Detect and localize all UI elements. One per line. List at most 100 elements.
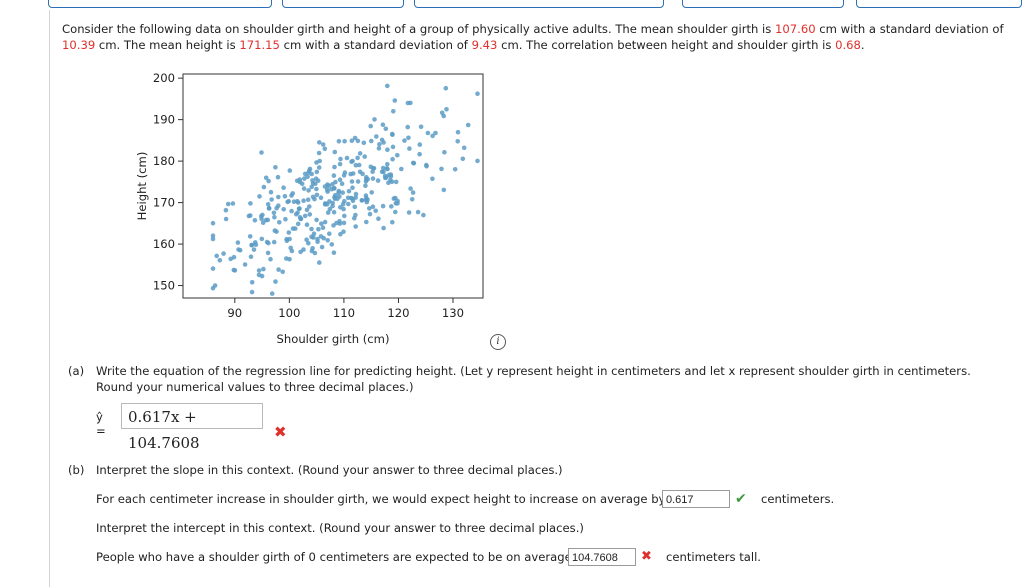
scatter-point — [295, 200, 301, 205]
scatter-point — [410, 190, 416, 195]
scatter-point — [223, 207, 229, 213]
scatter-point — [386, 180, 391, 186]
yhat-label: ŷ = — [96, 410, 106, 438]
scatter-point — [217, 258, 223, 263]
top-tab-5[interactable] — [856, 0, 1022, 8]
scatter-point — [259, 150, 264, 155]
scatter-point — [256, 268, 262, 273]
scatter-point — [465, 122, 471, 128]
scatter-point — [443, 85, 449, 91]
scatter-point — [248, 201, 253, 206]
regression-equation-input[interactable]: 0.617x + 104.7608 — [121, 403, 263, 452]
scatter-point — [283, 216, 288, 222]
top-tab-3[interactable] — [414, 0, 664, 8]
scatter-point — [310, 194, 316, 200]
scatter-point — [251, 247, 257, 252]
scatter-point — [393, 179, 399, 185]
scatter-point — [352, 135, 358, 141]
scatter-point — [268, 189, 274, 195]
scatter-point — [361, 140, 367, 146]
scatter-point — [433, 130, 438, 136]
scatter-point — [444, 107, 449, 112]
intro-text: cm with a standard deviation of — [815, 22, 1004, 36]
scatter-point — [329, 242, 335, 247]
scatter-point — [341, 220, 347, 226]
intro-text: Consider the following data on shoulder … — [62, 22, 776, 36]
incorrect-x-icon: ✖ — [641, 549, 652, 564]
top-tab-1[interactable] — [48, 0, 272, 8]
scatter-point — [388, 172, 394, 177]
scatter-point — [391, 109, 396, 114]
scatter-point — [424, 163, 429, 169]
scatter-point — [287, 168, 293, 173]
top-tab-2[interactable] — [282, 0, 404, 8]
scatter-point — [390, 156, 395, 162]
scatter-point — [280, 269, 286, 275]
top-tab-strip — [0, 0, 1024, 10]
scatter-point — [393, 209, 398, 215]
intercept-input[interactable]: 104.7608 — [568, 548, 636, 566]
slope-input[interactable]: 0.617 — [662, 490, 730, 508]
scatter-point — [364, 199, 370, 205]
scatter-point — [325, 189, 330, 194]
y-axis-label: Height (cm) — [135, 152, 149, 221]
scatter-point — [313, 181, 318, 186]
top-tab-4[interactable] — [682, 0, 844, 8]
y-tick-label: 150 — [153, 279, 175, 293]
scatter-point — [305, 197, 311, 202]
scatter-point — [322, 219, 328, 225]
scatter-point — [406, 210, 412, 215]
scatter-point — [299, 181, 305, 187]
scatter-point — [376, 216, 381, 221]
scatter-point — [349, 138, 355, 143]
scatter-point — [418, 124, 424, 130]
scatter-point — [417, 142, 423, 147]
scatter-point — [266, 205, 272, 211]
scatter-point — [352, 204, 358, 210]
scatter-point — [350, 158, 355, 164]
scatter-point — [289, 208, 294, 214]
scatter-point — [342, 213, 347, 219]
scatter-point — [263, 175, 269, 181]
scatter-point — [408, 186, 413, 191]
scatter-point — [390, 131, 395, 137]
scatter-point — [344, 155, 350, 161]
scatter-point — [322, 146, 328, 152]
scatter-point — [210, 220, 216, 226]
scatter-point — [230, 201, 236, 206]
scatter-point — [383, 126, 389, 132]
scatter-point — [340, 201, 346, 207]
scatter-point — [380, 203, 386, 209]
scatter-point — [249, 289, 255, 295]
scatter-point — [430, 176, 435, 182]
scatter-point — [367, 211, 373, 217]
x-axis-ticks: 90 100 110 120 130 — [227, 298, 464, 320]
scatter-point — [402, 138, 407, 143]
scatter-point — [265, 202, 271, 207]
problem-statement: Consider the following data on shoulder … — [62, 21, 1012, 53]
scatter-point — [260, 220, 266, 225]
scatter-point — [439, 166, 444, 172]
scatter-point — [259, 236, 265, 242]
y-tick-label: 200 — [153, 71, 175, 85]
scatter-point — [342, 170, 348, 175]
intro-text: cm with a standard deviation of — [279, 38, 472, 52]
scatter-point — [362, 154, 368, 159]
intro-text: cm. The correlation between height and s… — [497, 38, 836, 52]
scatter-point — [350, 171, 356, 176]
scatter-point — [384, 175, 389, 180]
correct-check-icon: ✔ — [735, 491, 747, 507]
scatter-point — [249, 280, 255, 285]
scatter-point — [331, 209, 337, 215]
scatter-point — [332, 149, 338, 155]
scatter-point — [353, 224, 359, 229]
y-axis-ticks: 150 160 170 180 190 200 — [153, 71, 183, 293]
scatter-point — [332, 164, 337, 170]
info-icon[interactable]: i — [490, 334, 506, 350]
scatter-point — [407, 146, 412, 151]
scatter-point — [376, 146, 382, 151]
x-tick-label: 100 — [278, 306, 300, 320]
scatter-point — [314, 186, 319, 192]
scatter-point — [337, 177, 343, 182]
scatter-point — [276, 194, 281, 200]
